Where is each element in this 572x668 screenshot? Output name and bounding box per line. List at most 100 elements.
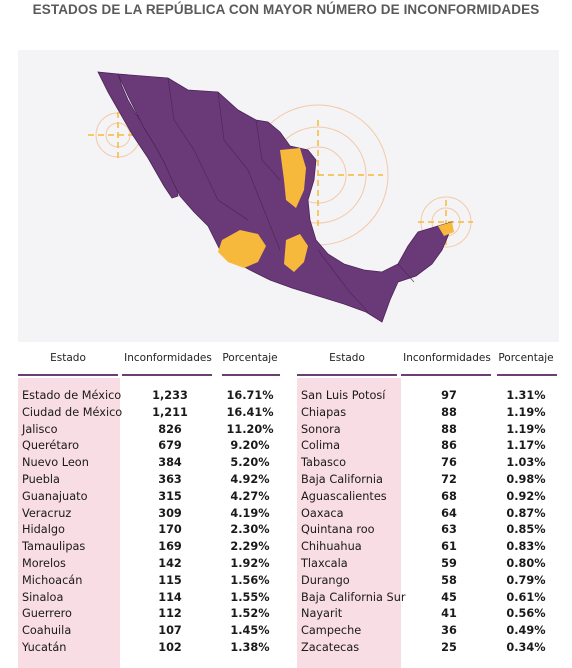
header-estado: Estado <box>50 352 86 364</box>
porcentaje-cell: 1.92% <box>230 557 270 570</box>
table-row: Puebla 363 4.92% <box>18 472 288 489</box>
inconformidades-cell: 102 <box>158 641 182 654</box>
mainland-shape <box>117 73 453 323</box>
header-porcentaje: Porcentaje <box>498 352 554 364</box>
table-row: Chiapas 88 1.19% <box>297 405 567 422</box>
estado-cell: Quintana roo <box>301 523 375 537</box>
table-row: Querétaro 679 9.20% <box>18 438 288 455</box>
inconformidades-cell: 679 <box>158 439 182 453</box>
inconformidades-cell: 68 <box>441 489 457 503</box>
estado-column-background <box>297 378 401 668</box>
state-border <box>167 77 195 151</box>
porcentaje-cell: 1.03% <box>506 456 546 470</box>
header-underline <box>222 374 280 376</box>
baja-california-shape <box>97 71 179 199</box>
porcentaje-cell: 0.56% <box>506 607 546 621</box>
porcentaje-cell: 0.92% <box>506 489 546 503</box>
table-row: Tamaulipas 169 2.29% <box>18 539 288 556</box>
inconformidades-cell: 1,233 <box>152 389 188 402</box>
porcentaje-cell: 9.20% <box>230 439 270 453</box>
estado-cell: Hidalgo <box>22 523 65 537</box>
header-underline <box>18 374 118 376</box>
porcentaje-cell: 4.27% <box>230 489 270 503</box>
table-row: Aguascalientes 68 0.92% <box>297 489 567 506</box>
porcentaje-cell: 1.38% <box>230 641 270 654</box>
table-row: Jalisco 826 11.20% <box>18 422 288 439</box>
header-inconformidades: Inconformidades <box>403 352 491 364</box>
inconformidades-cell: 88 <box>441 422 457 436</box>
table-row: Estado de México 1,233 16.71% <box>18 388 288 405</box>
estado-cell: Coahuila <box>22 624 72 638</box>
estado-cell: Puebla <box>22 473 60 486</box>
yucatan-highlight <box>438 222 454 236</box>
header-estado: Estado <box>329 352 365 364</box>
porcentaje-cell: 5.20% <box>230 456 270 470</box>
table-row: Tlaxcala 59 0.80% <box>297 556 567 573</box>
header-inconformidades: Inconformidades <box>124 352 212 364</box>
inconformidades-cell: 64 <box>441 506 457 520</box>
estado-cell: Colima <box>301 439 341 453</box>
queretaro-highlight <box>284 234 308 272</box>
porcentaje-cell: 1.45% <box>230 624 270 638</box>
estado-cell: Sinaloa <box>22 590 64 604</box>
inconformidades-cell: 826 <box>158 422 182 436</box>
page-title: ESTADOS DE LA REPÚBLICA CON MAYOR NÚMERO… <box>32 2 540 17</box>
inconformidades-cell: 107 <box>158 624 182 638</box>
table-row: Nuevo Leon 384 5.20% <box>18 455 288 472</box>
header-underline <box>401 374 491 376</box>
estado-column-background <box>18 378 120 668</box>
state-border <box>217 91 249 171</box>
table-row: Michoacán 115 1.56% <box>18 573 288 590</box>
estado-cell: Michoacán <box>22 573 83 587</box>
inconformidades-cell: 59 <box>441 557 457 570</box>
inconformidades-cell: 315 <box>158 489 182 503</box>
inconformidades-cell: 170 <box>158 523 182 537</box>
inconformidades-cell: 115 <box>158 573 182 587</box>
estado-cell: Querétaro <box>22 439 80 453</box>
estado-cell: San Luis Potosí <box>301 389 386 402</box>
inconformidades-cell: 169 <box>158 540 182 554</box>
porcentaje-cell: 0.98% <box>506 473 546 486</box>
table-row: Coahuila 107 1.45% <box>18 623 288 640</box>
porcentaje-cell: 0.83% <box>506 540 546 554</box>
estado-cell: Chihuahua <box>301 540 362 554</box>
jalisco-highlight <box>218 230 266 268</box>
header-porcentaje: Porcentaje <box>222 352 278 364</box>
table-row: Chihuahua 61 0.83% <box>297 539 567 556</box>
inconformidades-cell: 97 <box>441 389 457 402</box>
table-row: Morelos 142 1.92% <box>18 556 288 573</box>
table-row: Oaxaca 64 0.87% <box>297 506 567 523</box>
porcentaje-cell: 0.49% <box>506 624 546 638</box>
table-row: Baja California 72 0.98% <box>297 472 567 489</box>
table-row: Nayarit 41 0.56% <box>297 606 567 623</box>
estado-cell: Campeche <box>301 624 362 638</box>
estado-cell: Sonora <box>301 422 341 436</box>
estado-cell: Morelos <box>22 557 66 570</box>
porcentaje-cell: 16.41% <box>226 405 274 419</box>
table-row: Veracruz 309 4.19% <box>18 506 288 523</box>
estado-cell: Yucatán <box>22 641 67 654</box>
table-row: Hidalgo 170 2.30% <box>18 522 288 539</box>
estado-cell: Baja California <box>301 473 383 486</box>
estado-cell: Guerrero <box>22 607 72 621</box>
porcentaje-cell: 0.79% <box>506 573 546 587</box>
porcentaje-cell: 1.19% <box>506 422 546 436</box>
porcentaje-cell: 1.56% <box>230 573 270 587</box>
porcentaje-cell: 2.30% <box>230 523 270 537</box>
inconformidades-cell: 142 <box>158 557 182 570</box>
table-row: Quintana roo 63 0.85% <box>297 522 567 539</box>
inconformidades-cell: 25 <box>441 641 457 654</box>
inconformidades-cell: 72 <box>441 473 457 486</box>
inconformidades-cell: 309 <box>158 506 182 520</box>
porcentaje-cell: 1.19% <box>506 405 546 419</box>
inconformidades-cell: 36 <box>441 624 457 638</box>
nuevo-leon-highlight <box>280 148 306 208</box>
porcentaje-cell: 4.92% <box>230 473 270 486</box>
porcentaje-cell: 4.19% <box>230 506 270 520</box>
table-row: Yucatán 102 1.38% <box>18 640 288 657</box>
porcentaje-cell: 0.80% <box>506 557 546 570</box>
estado-cell: Veracruz <box>22 506 72 520</box>
mexico-map <box>18 50 559 342</box>
state-border <box>247 169 281 251</box>
inconformidades-cell: 363 <box>158 473 182 486</box>
